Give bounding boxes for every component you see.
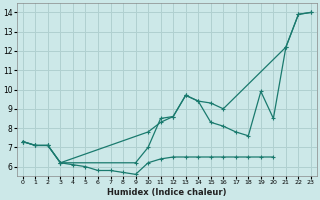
X-axis label: Humidex (Indice chaleur): Humidex (Indice chaleur) — [107, 188, 227, 197]
